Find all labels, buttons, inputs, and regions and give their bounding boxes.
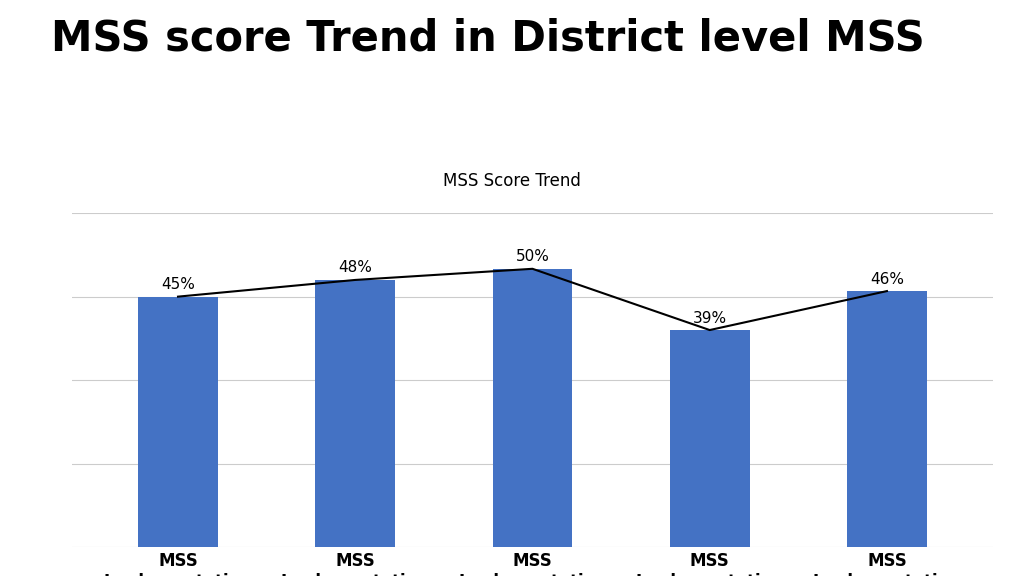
Bar: [315, 280, 395, 547]
Bar: [847, 291, 927, 547]
Bar: [138, 297, 218, 547]
Text: MSS score Trend in District level MSS: MSS score Trend in District level MSS: [51, 17, 925, 59]
Text: 50%: 50%: [515, 249, 550, 264]
Text: 48%: 48%: [338, 260, 372, 275]
Text: MSS Score Trend: MSS Score Trend: [443, 172, 581, 190]
Text: 46%: 46%: [870, 272, 904, 287]
Text: 45%: 45%: [161, 277, 195, 292]
Text: 39%: 39%: [692, 310, 727, 325]
Bar: [493, 269, 572, 547]
Bar: [670, 330, 750, 547]
